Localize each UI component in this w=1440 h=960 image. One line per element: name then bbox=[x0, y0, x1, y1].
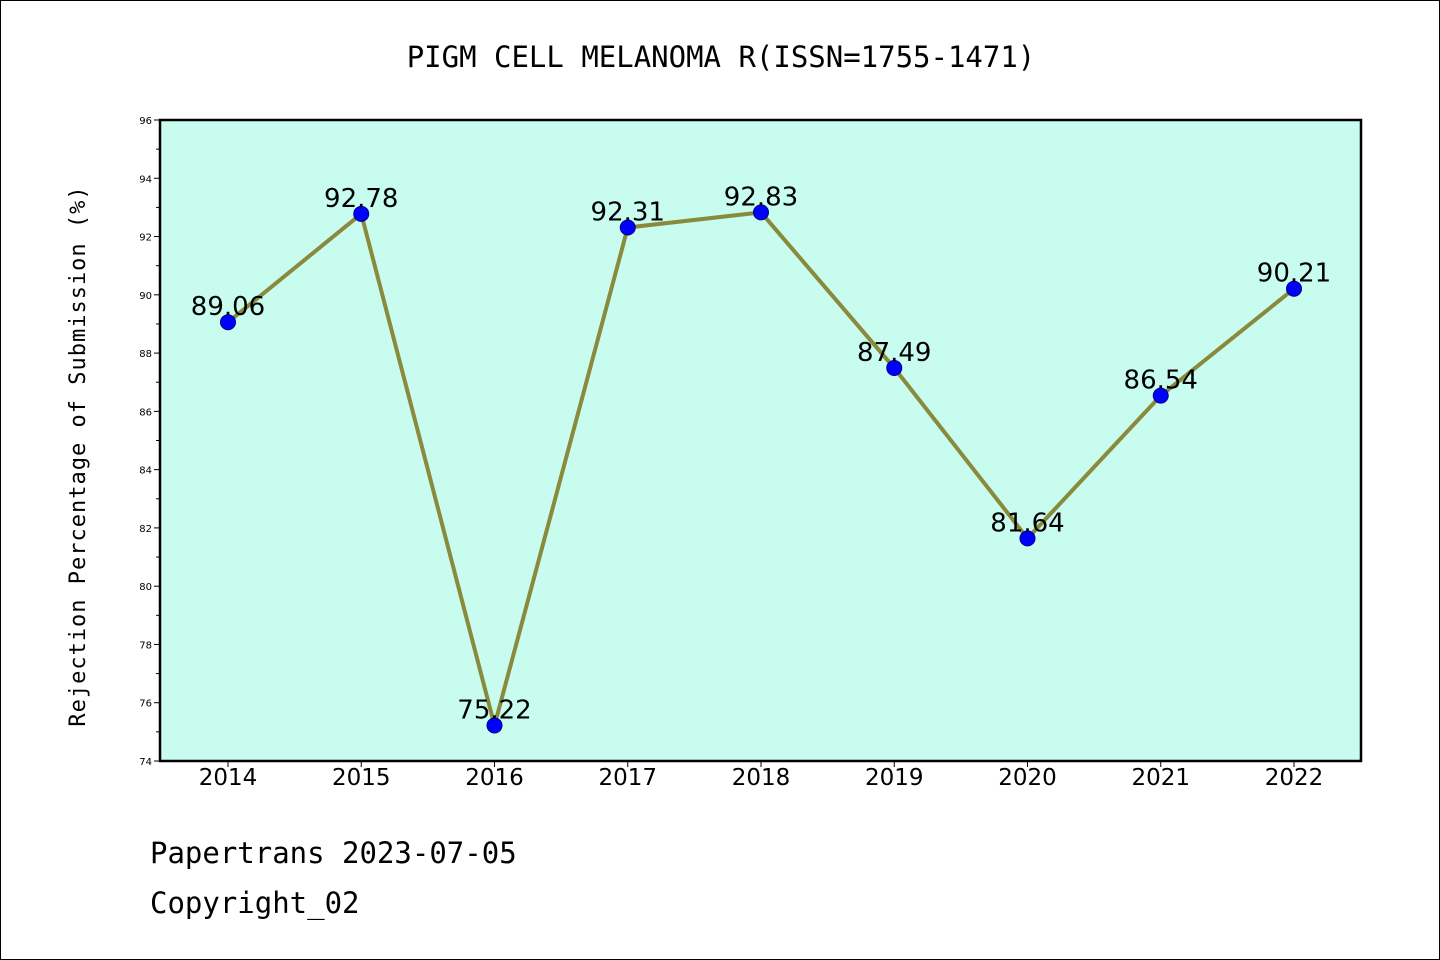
y-tick-label: 74 bbox=[139, 757, 152, 768]
y-tick-label: 84 bbox=[139, 466, 152, 477]
y-tick-label: 90 bbox=[139, 291, 152, 302]
x-tick-label: 2016 bbox=[465, 765, 524, 791]
y-tick-label: 96 bbox=[139, 116, 152, 127]
data-label: 92.83 bbox=[724, 182, 798, 212]
y-tick-label: 94 bbox=[139, 174, 152, 185]
y-axis-label: Rejection Percentage of Submission (%) bbox=[66, 185, 91, 726]
x-tick-label: 2020 bbox=[998, 765, 1057, 791]
data-point bbox=[220, 314, 236, 331]
data-label: 86.54 bbox=[1124, 366, 1198, 396]
x-tick-label: 2015 bbox=[332, 765, 391, 791]
data-point bbox=[486, 717, 503, 734]
x-tick-label: 2018 bbox=[732, 765, 791, 791]
y-tick-label: 88 bbox=[139, 349, 152, 360]
data-point bbox=[1286, 280, 1302, 297]
data-label: 81.64 bbox=[990, 508, 1064, 538]
data-label: 90.21 bbox=[1257, 259, 1331, 289]
x-tick-label: 2014 bbox=[199, 765, 258, 791]
x-tick-label: 2022 bbox=[1265, 765, 1324, 791]
data-point bbox=[886, 359, 903, 376]
chart-title: PIGM CELL MELANOMA R(ISSN=1755-1471) bbox=[407, 40, 1036, 74]
x-axis: 2014 2015 2016 2017 2018 2019 2020 2021 2022 bbox=[199, 761, 1324, 791]
data-label: 92.31 bbox=[591, 198, 665, 228]
data-point bbox=[619, 219, 636, 236]
x-tick-label: 2019 bbox=[865, 765, 924, 791]
y-tick-label: 80 bbox=[139, 582, 152, 593]
y-tick-label: 82 bbox=[139, 524, 152, 535]
footer-date-line: Papertrans 2023-07-05 bbox=[150, 836, 517, 870]
marker-layer bbox=[220, 204, 1302, 734]
y-axis: 74 76 78 80 82 84 86 88 90 92 94 96 bbox=[139, 116, 160, 768]
x-tick-label: 2017 bbox=[598, 765, 657, 791]
y-tick-label: 86 bbox=[139, 407, 152, 418]
x-tick-label: 2021 bbox=[1131, 765, 1190, 791]
data-label: 75.22 bbox=[457, 695, 531, 725]
data-label: 92.78 bbox=[324, 184, 398, 214]
data-label-layer: 89.06 92.78 75.22 92.31 92.83 87.49 81.64 86.54… bbox=[191, 182, 1331, 725]
data-point bbox=[353, 205, 370, 222]
data-point bbox=[1019, 530, 1036, 547]
data-point bbox=[1152, 387, 1169, 404]
data-label: 87.49 bbox=[857, 338, 931, 368]
plot-frame bbox=[158, 118, 1363, 763]
data-label: 89.06 bbox=[191, 292, 265, 322]
footer-copyright-line: Copyright_02 bbox=[150, 886, 360, 920]
y-tick-label: 92 bbox=[139, 233, 152, 244]
y-tick-label: 76 bbox=[139, 699, 152, 710]
y-tick-label: 78 bbox=[139, 640, 152, 651]
data-point bbox=[753, 204, 769, 221]
plot-area bbox=[160, 120, 1361, 761]
